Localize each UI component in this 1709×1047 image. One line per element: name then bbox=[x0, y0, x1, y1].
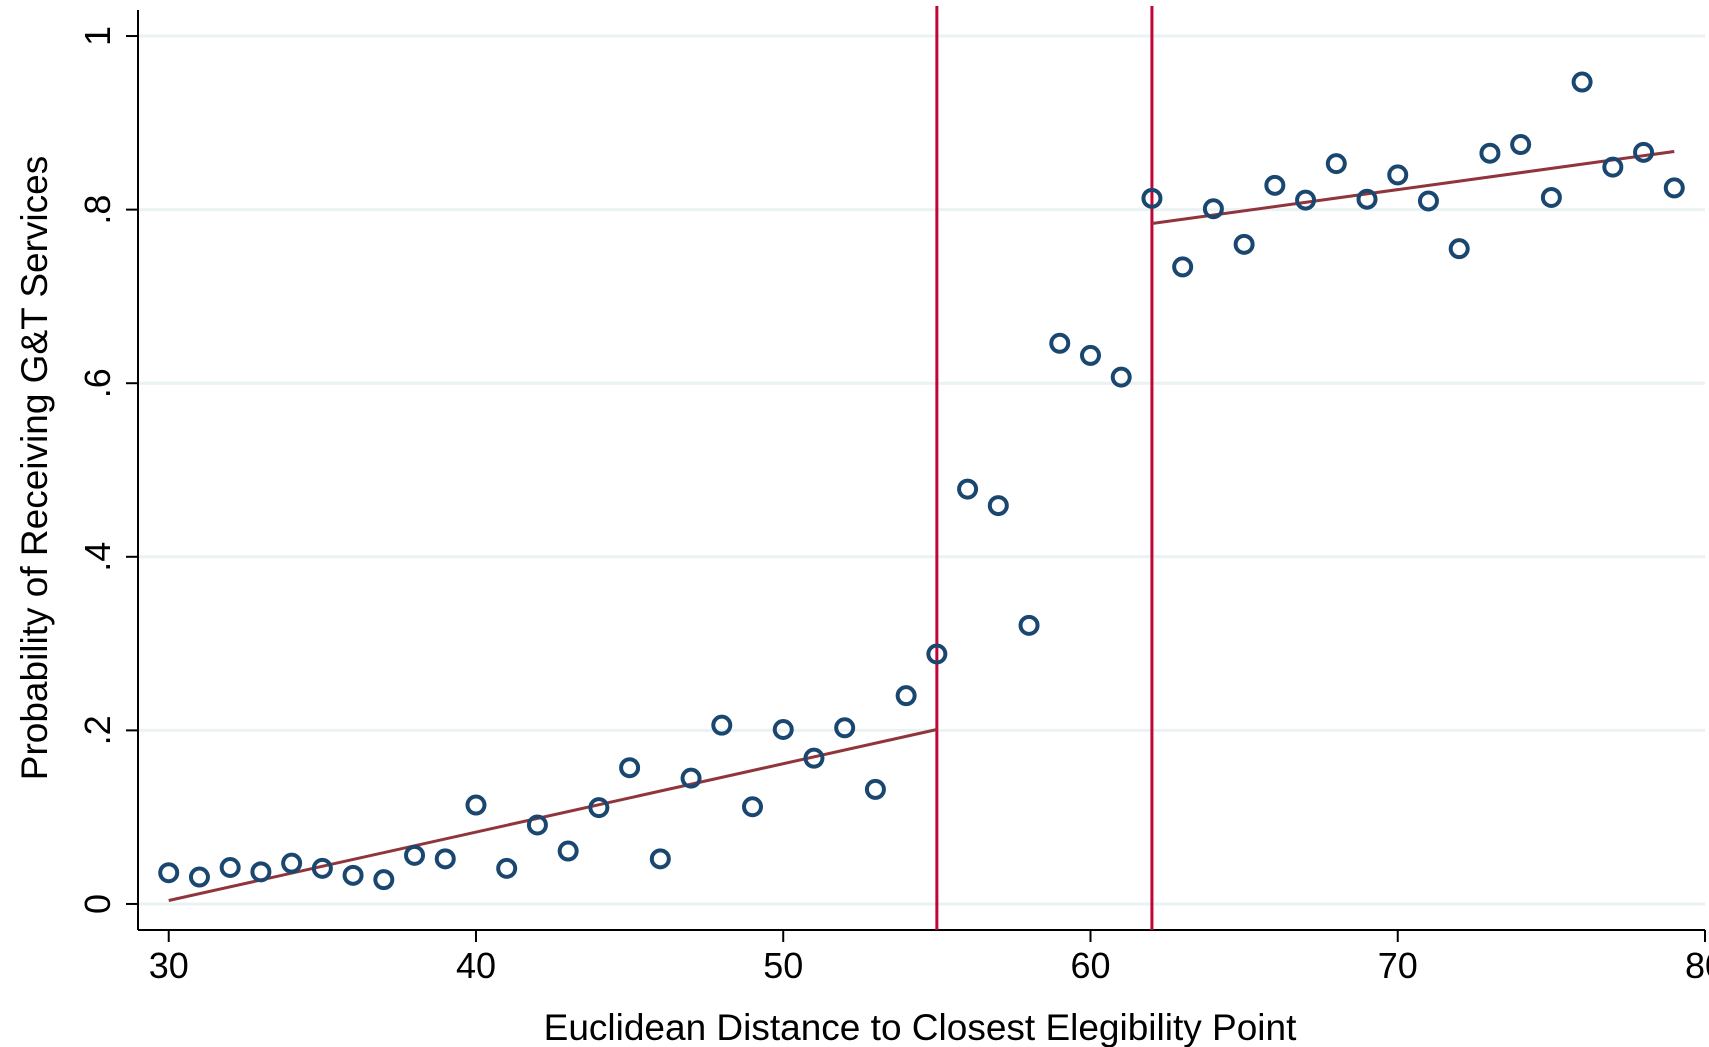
fit-line bbox=[1151, 149, 1675, 225]
data-point bbox=[1448, 238, 1470, 260]
data-point bbox=[1202, 198, 1224, 220]
data-point bbox=[188, 866, 210, 888]
data-point bbox=[1325, 153, 1347, 175]
data-point bbox=[987, 495, 1009, 517]
tick-labels: 0 .2 .4 .6 .8 1 30 40 50 60 70 80 bbox=[77, 26, 1709, 986]
data-point bbox=[1172, 256, 1194, 278]
data-point bbox=[1264, 174, 1286, 196]
data-point bbox=[465, 794, 487, 816]
data-point bbox=[1141, 187, 1163, 209]
data-point bbox=[1540, 186, 1562, 208]
data-point bbox=[619, 757, 641, 779]
data-point bbox=[1602, 156, 1624, 178]
data-point bbox=[711, 714, 733, 736]
x-tick-label: 40 bbox=[456, 945, 496, 986]
x-tick-label: 30 bbox=[149, 945, 189, 986]
data-point bbox=[864, 778, 886, 800]
y-axis-title: Probability of Receiving G&T Services bbox=[14, 156, 55, 780]
data-point bbox=[1387, 164, 1409, 186]
data-points bbox=[158, 71, 1685, 891]
data-point bbox=[772, 719, 794, 741]
x-tick-label: 60 bbox=[1070, 945, 1110, 986]
data-point bbox=[526, 814, 548, 836]
data-point bbox=[1233, 233, 1255, 255]
data-point bbox=[1356, 188, 1378, 210]
gridlines bbox=[138, 34, 1705, 906]
data-point bbox=[588, 797, 610, 819]
data-point bbox=[957, 478, 979, 500]
y-tick-label: .8 bbox=[77, 195, 118, 225]
data-point bbox=[1571, 71, 1593, 93]
cutoff-lines bbox=[935, 6, 1154, 930]
data-point bbox=[373, 869, 395, 891]
data-point bbox=[1417, 190, 1439, 212]
data-point bbox=[281, 852, 303, 874]
fit-lines bbox=[168, 149, 1675, 902]
data-point bbox=[158, 862, 180, 884]
x-tick-label: 80 bbox=[1685, 945, 1709, 986]
y-tick-label: .6 bbox=[77, 368, 118, 398]
x-tick-label: 70 bbox=[1378, 945, 1418, 986]
data-point bbox=[557, 840, 579, 862]
x-axis-title: Euclidean Distance to Closest Elegibilit… bbox=[544, 1007, 1297, 1047]
data-point bbox=[1110, 366, 1132, 388]
data-point bbox=[434, 848, 456, 870]
x-tick-label: 50 bbox=[763, 945, 803, 986]
y-tick-label: .2 bbox=[77, 715, 118, 745]
data-point bbox=[1663, 177, 1685, 199]
data-point bbox=[926, 643, 948, 665]
data-point bbox=[1295, 189, 1317, 211]
data-point bbox=[496, 857, 518, 879]
data-point bbox=[895, 685, 917, 707]
data-point bbox=[342, 864, 364, 886]
data-point bbox=[742, 796, 764, 818]
data-point bbox=[803, 747, 825, 769]
y-tick-label: .4 bbox=[77, 542, 118, 572]
data-point bbox=[219, 857, 241, 879]
data-point bbox=[1049, 332, 1071, 354]
data-point bbox=[404, 844, 426, 866]
data-point bbox=[250, 861, 272, 883]
data-point bbox=[1633, 141, 1655, 163]
data-point bbox=[311, 857, 333, 879]
axes bbox=[126, 10, 1706, 942]
y-tick-label: 0 bbox=[77, 894, 118, 914]
data-point bbox=[1079, 344, 1101, 366]
y-tick-label: 1 bbox=[77, 26, 118, 46]
data-point bbox=[1018, 614, 1040, 636]
data-point bbox=[1479, 142, 1501, 164]
data-point bbox=[649, 848, 671, 870]
data-point bbox=[680, 767, 702, 789]
data-point bbox=[1510, 134, 1532, 156]
data-point bbox=[834, 717, 856, 739]
